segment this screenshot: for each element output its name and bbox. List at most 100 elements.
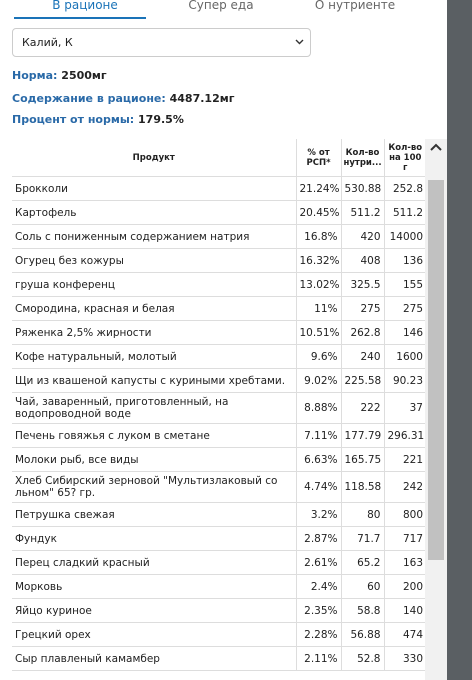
- number-cell: 275: [340, 296, 384, 321]
- tab[interactable]: В рационе: [52, 0, 118, 12]
- nutrient-table: Продукт% от РСП* Кол-во нутри... Кол-во на…: [12, 139, 426, 671]
- table-row: Петрушка свежая 3.2% 80 800: [12, 502, 426, 527]
- table-row: Картофель 20.45% 511.2 511.2: [12, 200, 426, 225]
- number-cell: 60: [340, 574, 384, 599]
- number-cell: 9.02%: [295, 368, 341, 393]
- number-cell: 717: [383, 526, 426, 551]
- table-row: груша конференц 13.02% 325.5 155: [12, 272, 426, 297]
- summary-line: Норма: 2500мг: [12, 69, 107, 82]
- number-cell: 296.31: [383, 423, 426, 448]
- number-cell: 13.02%: [295, 272, 341, 297]
- product-cell: Картофель: [12, 200, 296, 225]
- table-row: Яйцо куриное 2.35% 58.8 140: [12, 598, 426, 623]
- table-row: Щи из квашеной капусты с куриными хребта…: [12, 368, 426, 393]
- product-cell: Петрушка свежая: [12, 502, 296, 527]
- label: Содержание в рационе:: [12, 92, 166, 105]
- number-cell: 408: [340, 248, 384, 273]
- product-cell: Яйцо куриное: [12, 598, 296, 623]
- table-row: Сыр плавленый камамбер 2.11% 52.8 330: [12, 646, 426, 671]
- number-cell: 275: [383, 296, 426, 321]
- tab[interactable]: О нутриенте: [314, 0, 396, 12]
- table-row: Хлеб Сибирский зерновой "Мультизлаковый …: [12, 471, 426, 503]
- number-cell: 474: [383, 622, 426, 647]
- number-cell: 222: [340, 392, 384, 424]
- number-cell: 140: [383, 598, 426, 623]
- number-cell: 80: [340, 502, 384, 527]
- number-cell: 2.61%: [295, 550, 341, 575]
- value: 4487.12мг: [169, 92, 235, 105]
- product-cell: Щи из квашеной капусты с куриными хребта…: [12, 368, 296, 393]
- product-cell: Печень говяжья с луком в сметане: [12, 423, 296, 448]
- table-row: Чай, заваренный, приготовленный, на водо…: [12, 392, 426, 424]
- product-cell: Огурец без кожуры: [12, 248, 296, 273]
- product-cell: Ряженка 2,5% жирности: [12, 320, 296, 345]
- product-cell: Сыр плавленый камамбер: [12, 646, 296, 671]
- tab[interactable]: Супер еда: [188, 0, 254, 12]
- table-row: Огурец без кожуры 16.32% 408 136: [12, 248, 426, 273]
- number-cell: 2.87%: [295, 526, 341, 551]
- scroll-thumb[interactable]: [428, 180, 444, 560]
- table-row: Перец сладкий красный 2.61% 65.2 163: [12, 550, 426, 575]
- number-cell: 65.2: [340, 550, 384, 575]
- number-cell: 177.79: [340, 423, 384, 448]
- select-value: Калий, К: [22, 36, 73, 49]
- number-cell: 163: [383, 550, 426, 575]
- number-cell: 262.8: [340, 320, 384, 345]
- number-cell: 4.74%: [295, 471, 341, 503]
- number-cell: 14000: [383, 224, 426, 249]
- number-cell: 330: [383, 646, 426, 671]
- number-cell: 420: [340, 224, 384, 249]
- number-cell: 530.88: [340, 176, 384, 201]
- number-cell: 221: [383, 447, 426, 472]
- number-cell: 7.11%: [295, 423, 341, 448]
- column-header: % от РСП*: [295, 139, 341, 177]
- summary-line: Содержание в рационе: 4487.12мг: [12, 92, 234, 105]
- nutrient-select[interactable]: Калий, К: [12, 28, 311, 57]
- number-cell: 9.6%: [295, 344, 341, 369]
- number-cell: 155: [383, 272, 426, 297]
- number-cell: 146: [383, 320, 426, 345]
- number-cell: 511.2: [340, 200, 384, 225]
- number-cell: 252.8: [383, 176, 426, 201]
- table-row: Печень говяжья с луком в сметане 7.11% 177…: [12, 423, 426, 448]
- table-row: Фундук 2.87% 71.7 717: [12, 526, 426, 551]
- chevron: [295, 39, 304, 45]
- scrollbar[interactable]: [425, 139, 447, 680]
- product-cell: Кофе натуральный, молотый: [12, 344, 296, 369]
- table-row: Ряженка 2,5% жирности 10.51% 262.8 146: [12, 320, 426, 345]
- number-cell: 16.8%: [295, 224, 341, 249]
- product-cell: Молоки рыб, все виды: [12, 447, 296, 472]
- number-cell: 56.88: [340, 622, 384, 647]
- label: Процент от нормы:: [12, 113, 135, 126]
- summary-line: Процент от нормы: 179.5%: [12, 113, 184, 126]
- number-cell: 52.8: [340, 646, 384, 671]
- label: Норма:: [12, 69, 58, 82]
- number-cell: 118.58: [340, 471, 384, 503]
- table-row: Грецкий орех 2.28% 56.88 474: [12, 622, 426, 647]
- number-cell: 21.24%: [295, 176, 341, 201]
- column-header: Продукт: [12, 139, 296, 177]
- header-row: Продукт% от РСП* Кол-во нутри... Кол-во на…: [12, 139, 426, 177]
- product-cell: Чай, заваренный, приготовленный, на водо…: [12, 392, 296, 424]
- number-cell: 3.2%: [295, 502, 341, 527]
- table-row: Соль с пониженным содержанием натрия 16.8…: [12, 224, 426, 249]
- number-cell: 37: [383, 392, 426, 424]
- number-cell: 10.51%: [295, 320, 341, 345]
- nutrient-panel: В рационе Супер еда О нутриенте Калий, К…: [12, 0, 447, 680]
- background-overlay: [447, 0, 472, 680]
- number-cell: 2.11%: [295, 646, 341, 671]
- number-cell: 511.2: [383, 200, 426, 225]
- product-cell: Брокколи: [12, 176, 296, 201]
- product-cell: Перец сладкий красный: [12, 550, 296, 575]
- product-cell: Морковь: [12, 574, 296, 599]
- number-cell: 11%: [295, 296, 341, 321]
- number-cell: 165.75: [340, 447, 384, 472]
- scroll-up[interactable]: [425, 140, 447, 154]
- number-cell: 71.7: [340, 526, 384, 551]
- column-header: Кол-во нутри...: [340, 139, 384, 177]
- product-cell: Грецкий орех: [12, 622, 296, 647]
- number-cell: 6.63%: [295, 447, 341, 472]
- table-row: Морковь 2.4% 60 200: [12, 574, 426, 599]
- number-cell: 8.88%: [295, 392, 341, 424]
- number-cell: 240: [340, 344, 384, 369]
